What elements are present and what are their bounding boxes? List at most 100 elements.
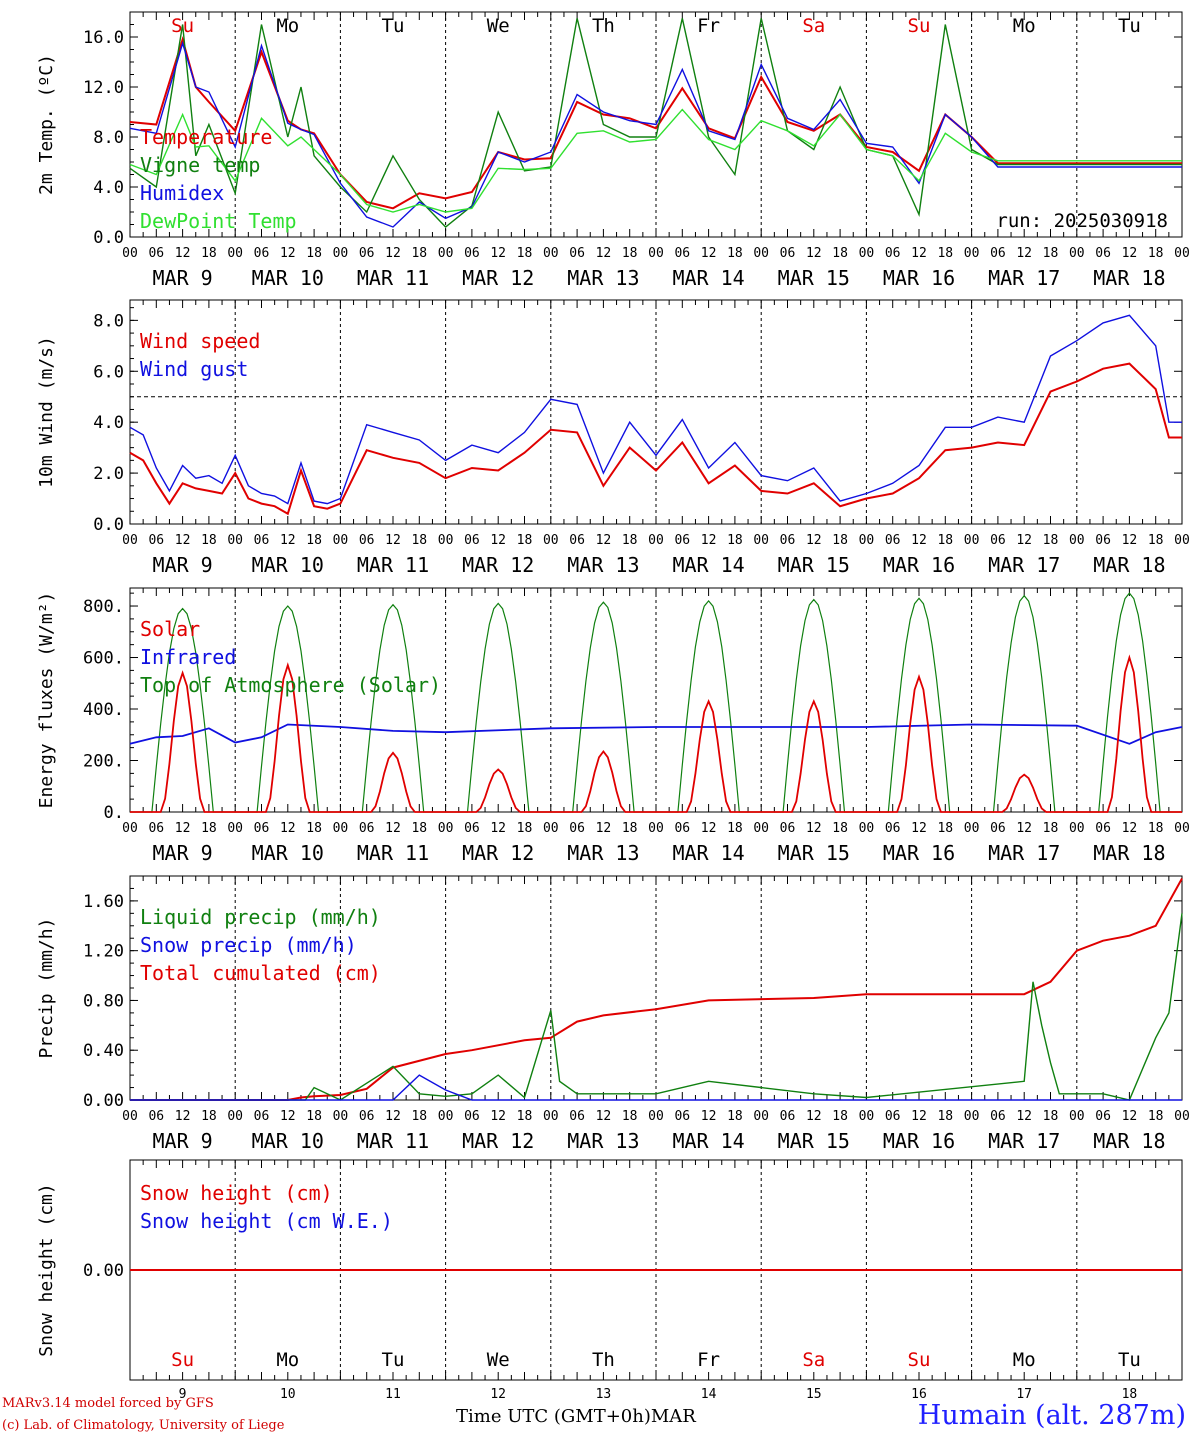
day-label: Sa	[802, 15, 825, 37]
hour-label: 06	[780, 246, 796, 261]
hour-label: 00	[333, 1109, 349, 1124]
hour-label: 12	[490, 533, 506, 548]
hour-label: 06	[148, 821, 164, 836]
hour-label: 06	[464, 246, 480, 261]
hour-label: 00	[333, 821, 349, 836]
hour-label: 18	[832, 1109, 848, 1124]
date-label: MAR 14	[672, 841, 744, 865]
hour-label: 06	[674, 821, 690, 836]
y-tick-label: 1.20	[83, 942, 124, 962]
hour-label: 12	[911, 246, 927, 261]
panel-precip: 0.00 0.40 0.80 1.20 1.60 Precip (mm/h) Liquid …	[36, 875, 1190, 1153]
hour-label: 18	[937, 246, 953, 261]
hour-label: 18	[1148, 533, 1164, 548]
hour-label: 00	[1069, 246, 1085, 261]
hour-label: 12	[175, 533, 191, 548]
hour-label: 18	[1043, 821, 1059, 836]
hour-label: 06	[569, 246, 585, 261]
date-label: MAR 15	[778, 266, 850, 290]
hour-label: 00	[227, 533, 243, 548]
hour-label: 00	[753, 246, 769, 261]
date-label: MAR 11	[357, 553, 429, 577]
hour-label: 12	[280, 821, 296, 836]
hour-label: 12	[175, 821, 191, 836]
hour-label: 06	[254, 533, 270, 548]
day-label: We	[487, 15, 510, 37]
hour-label: 00	[122, 821, 138, 836]
hour-label: 18	[201, 1109, 217, 1124]
legend-entry: Snow height (cm)	[140, 1181, 333, 1205]
date-label: MAR 13	[567, 841, 639, 865]
day-label: Th	[592, 1349, 615, 1371]
date-label: MAR 9	[152, 553, 212, 577]
y-axis-label: 10m Wind (m/s)	[36, 336, 57, 488]
hour-label: 06	[359, 821, 375, 836]
hour-label: 12	[385, 821, 401, 836]
hour-label: 18	[201, 533, 217, 548]
hour-label: 00	[648, 533, 664, 548]
panel-wind: 0.0 2.0 4.0 6.0 8.0 10m Wind (m/s) Wind speed W…	[36, 299, 1190, 577]
day-number: 15	[806, 1387, 822, 1402]
hour-label: 18	[622, 821, 638, 836]
legend-entry: Wind gust	[140, 357, 248, 381]
day-number: 13	[596, 1387, 612, 1402]
hour-label: 00	[648, 246, 664, 261]
hour-label: 06	[674, 1109, 690, 1124]
y-tick-label: 4.0	[93, 413, 124, 433]
hour-label: 06	[674, 246, 690, 261]
hour-label: 18	[622, 1109, 638, 1124]
y-tick-label: 0.00	[83, 1091, 124, 1111]
hour-label: 18	[517, 1109, 533, 1124]
series-infrared	[129, 723, 1183, 745]
y-tick-label: 8.0	[93, 128, 124, 148]
series-line	[129, 314, 1182, 505]
hour-label: 12	[175, 1109, 191, 1124]
legend-entry: Temperature	[140, 125, 272, 149]
hour-label: 12	[911, 821, 927, 836]
hour-label: 18	[937, 1109, 953, 1124]
y-tick-label: 600.	[83, 649, 124, 669]
hour-label: 00	[227, 1109, 243, 1124]
hour-label: 00	[648, 821, 664, 836]
hour-label: 00	[964, 821, 980, 836]
date-label: MAR 11	[357, 1129, 429, 1153]
hour-label: 06	[569, 1109, 585, 1124]
hour-label: 12	[1122, 1109, 1138, 1124]
hour-label: 06	[990, 1109, 1006, 1124]
y-axis-label: Precip (mm/h)	[36, 918, 57, 1059]
legend-entry: DewPoint Temp	[140, 209, 297, 233]
legend-entry: Infrared	[140, 645, 236, 669]
hour-label: 18	[411, 246, 427, 261]
y-tick-label: 400.	[83, 700, 124, 720]
hour-label: 06	[569, 533, 585, 548]
hour-label: 00	[122, 246, 138, 261]
hour-label: 00	[543, 533, 559, 548]
hour-label: 06	[780, 821, 796, 836]
y-tick-label: 0.40	[83, 1041, 124, 1061]
legend-entry: Top of Atmosphere (Solar)	[140, 673, 441, 697]
hour-label: 18	[622, 246, 638, 261]
hour-label: 12	[490, 1109, 506, 1124]
y-tick-label: 4.0	[93, 178, 124, 198]
day-label: Mo	[1013, 1349, 1036, 1371]
hour-label: 18	[832, 246, 848, 261]
hour-label: 06	[359, 533, 375, 548]
day-label: Fr	[697, 1349, 720, 1371]
hour-label: 18	[306, 533, 322, 548]
date-label: MAR 11	[357, 841, 429, 865]
hour-label: 12	[490, 246, 506, 261]
y-tick-label: 8.0	[93, 311, 124, 331]
run-annotation: run: 2025030918	[996, 210, 1168, 232]
hour-label: 18	[622, 533, 638, 548]
day-number: 16	[911, 1387, 927, 1402]
hour-label: 06	[569, 821, 585, 836]
hour-label: 18	[1043, 1109, 1059, 1124]
hour-label: 12	[596, 1109, 612, 1124]
day-label: Su	[908, 1349, 931, 1371]
hour-label: 18	[1043, 246, 1059, 261]
hour-label: 12	[385, 533, 401, 548]
date-label: MAR 9	[152, 266, 212, 290]
series-line	[129, 362, 1182, 516]
hour-label: 12	[911, 1109, 927, 1124]
